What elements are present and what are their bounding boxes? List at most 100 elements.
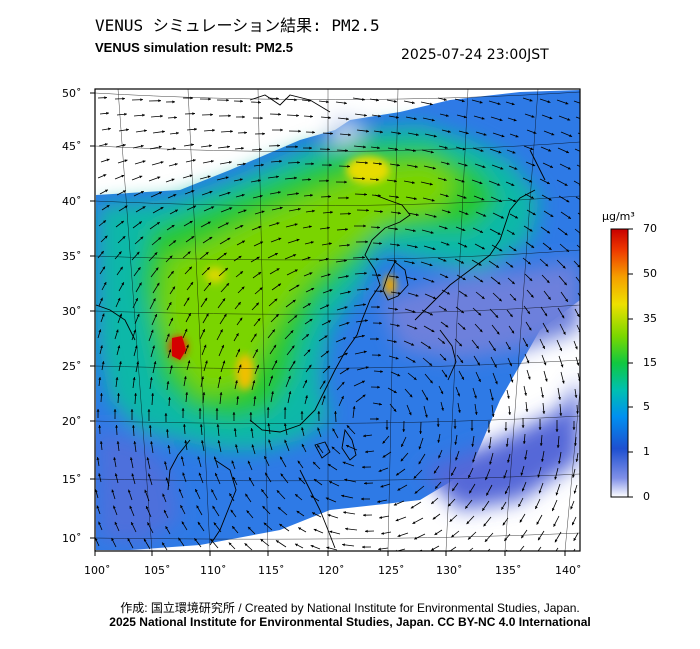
wind-arrow-head (117, 345, 121, 349)
wind-arrow-head (330, 132, 333, 135)
wind-arrow-head (140, 191, 144, 194)
wind-arrow-head (235, 380, 238, 384)
wind-arrow-head (460, 310, 464, 314)
colorbar-tick-label: 50 (643, 267, 657, 280)
wind-arrow-head (396, 472, 400, 476)
wind-arrow-head (309, 146, 312, 150)
wind-arrow-head (174, 116, 177, 119)
wind-arrow-head (514, 167, 518, 170)
wind-arrow-head (187, 360, 191, 364)
wind-arrow-head (121, 174, 125, 178)
wind-arrow-head (397, 163, 400, 167)
wind-arrow-head (301, 427, 304, 431)
wind-arrow-head (220, 329, 223, 333)
wind-arrow-head (376, 417, 379, 421)
wind-arrow-head (431, 279, 435, 283)
wind-arrow-head (260, 539, 264, 542)
wind-arrow (576, 244, 580, 249)
wind-arrow-head (153, 361, 157, 365)
wind-arrow-head (526, 360, 530, 364)
wind-arrow-head (313, 461, 316, 465)
wind-arrow-head (457, 393, 460, 397)
wind-arrow-head (96, 505, 100, 509)
wind-arrow-head (241, 286, 245, 290)
wind-arrow-head (250, 428, 254, 431)
wind-arrow-head (494, 364, 497, 368)
wind-arrow-head (431, 501, 435, 504)
wind-arrow-head (429, 380, 433, 384)
wind-arrow-head (284, 439, 287, 443)
wind-arrow-head (295, 145, 298, 149)
wind-arrow-head (457, 409, 461, 413)
wind-arrow-head (443, 178, 447, 182)
wind-arrow-head (199, 424, 203, 427)
wind-arrow-head (238, 364, 242, 368)
wind-arrow-head (147, 522, 150, 526)
wind-arrow-head (538, 490, 542, 494)
wind-arrow-head (414, 536, 418, 540)
wind-arrow-head (277, 144, 280, 148)
wind-arrow-head (277, 283, 281, 287)
wind-arrow-head (122, 143, 126, 147)
wind-arrow-head (554, 476, 558, 480)
wind-arrow-head (296, 114, 299, 117)
wind-arrow-head (379, 516, 383, 519)
wind-arrow-head (329, 163, 332, 167)
wind-arrow-head (545, 329, 549, 333)
wind-arrow-head (168, 349, 172, 353)
wind-arrow-head (173, 240, 177, 244)
wind-arrow-head (313, 479, 317, 482)
wind-arrow-head (170, 317, 174, 321)
wind-arrow-head (288, 375, 291, 379)
wind-arrow-head (558, 461, 561, 464)
wind-arrow-head (164, 461, 167, 465)
wind-arrow-head (140, 144, 144, 148)
wind-arrow-head (145, 506, 149, 510)
wind-arrow-head (548, 247, 552, 250)
wind-arrow-head (462, 228, 466, 232)
wind-arrow-head (443, 308, 447, 311)
wind-arrow-head (496, 331, 500, 335)
wind-arrow-head (211, 489, 214, 493)
lon-label: 135˚ (495, 564, 522, 577)
wind-arrow-head (479, 230, 483, 233)
wind-arrow-head (481, 197, 485, 201)
wind-arrow-head (393, 390, 397, 393)
wind-arrow-head (237, 302, 241, 305)
wind-arrow-head (334, 411, 337, 414)
wind-arrow-head (376, 98, 379, 102)
wind-arrow-head (201, 440, 204, 444)
wind-arrow-head (470, 428, 474, 431)
wind-arrow-head (127, 489, 131, 493)
wind-arrow-head (462, 326, 466, 330)
wind-arrow-head (396, 195, 399, 199)
wind-arrow (519, 545, 525, 551)
wind-arrow-head (178, 488, 182, 492)
wind-arrow (576, 164, 580, 168)
wind-arrow-head (343, 337, 347, 340)
wind-arrow-head (527, 311, 530, 315)
wind-arrow-head (326, 100, 329, 104)
wind-arrow-head (504, 538, 508, 541)
wind-arrow-head (322, 380, 326, 384)
wind-arrow-head (278, 112, 281, 116)
wind-arrow-head (207, 175, 211, 179)
wind-arrow-head (172, 100, 175, 104)
colorbar (610, 228, 633, 498)
wind-arrow-head (412, 359, 416, 363)
wind-arrow-head (106, 111, 109, 115)
wind-arrow-head (521, 535, 524, 539)
wind-arrow-head (412, 149, 416, 152)
wind-arrow-head (283, 407, 287, 410)
wind-arrow-head (509, 314, 513, 318)
wind-arrow-head (577, 264, 580, 268)
wind-arrow-head (525, 343, 528, 347)
wind-arrow-head (240, 99, 243, 103)
wind-arrow-head (445, 194, 449, 198)
wind-arrow-head (572, 474, 575, 478)
colorbar-tick-label: 0 (643, 490, 650, 503)
wind-arrow-head (380, 370, 383, 373)
wind-arrow-head (464, 293, 468, 297)
wind-arrow-head (261, 489, 265, 493)
wind-arrow-head (527, 261, 531, 265)
